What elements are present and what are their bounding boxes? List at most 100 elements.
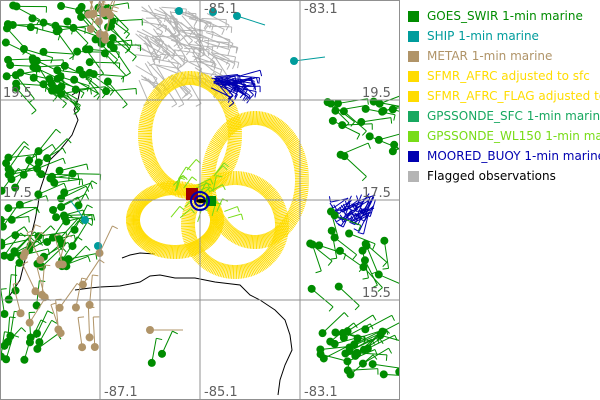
wind-barb (181, 217, 196, 221)
wind-barb (358, 266, 364, 273)
wind-barb (203, 156, 218, 162)
wind-barb (266, 191, 278, 201)
lon-label-top: -85.1 (204, 2, 238, 17)
wind-barb (146, 61, 165, 81)
legend-item-goes-swir[interactable]: GOES_SWIR 1-min marine (408, 6, 600, 26)
wind-barb (390, 117, 393, 124)
wind-barb (221, 29, 225, 35)
wind-barb (287, 140, 300, 150)
wind-barb (213, 175, 220, 189)
wind-barb (163, 79, 172, 92)
wind-barb (150, 241, 159, 255)
wind-barb (211, 137, 224, 147)
wind-barb (249, 174, 256, 188)
wind-barb (334, 209, 340, 215)
wind-barb (201, 171, 216, 175)
wind-barb (259, 111, 262, 126)
wind-barb (98, 73, 104, 78)
wind-barb (126, 224, 141, 228)
wind-barb (347, 314, 374, 332)
legend-item-sfmr-afrc-flag[interactable]: SFMR_AFRC_FLAG adjusted to sfc (408, 86, 600, 106)
wind-barb (356, 352, 387, 356)
wind-barb (267, 248, 279, 258)
wind-barb (131, 230, 145, 239)
wind-barb (99, 225, 113, 254)
wind-barb (259, 70, 263, 77)
wind-barb (274, 232, 289, 236)
wind-barb (107, 26, 132, 48)
wind-barb (380, 334, 400, 342)
wind-barb (126, 215, 141, 219)
wind-barb (200, 73, 206, 88)
legend-item-gpssonde-sfc[interactable]: GPSSONDE_SFC 1-min marine (408, 106, 600, 126)
wind-barb (154, 87, 165, 99)
wind-barb (337, 217, 344, 221)
wind-barb (212, 135, 225, 146)
wind-barb (285, 135, 298, 146)
legend-label: SHIP 1-min marine (427, 29, 539, 43)
legend-item-gpssonde-wl150[interactable]: GPSSONDE_WL150 1-min marine (408, 126, 600, 146)
wind-barb (239, 171, 243, 186)
wind-barb (274, 119, 282, 133)
legend-item-flagged[interactable]: Flagged observations (408, 166, 600, 186)
wind-barb (151, 338, 157, 363)
wind-barb (255, 77, 259, 84)
wind-barb (270, 241, 285, 249)
wind-barb (84, 27, 86, 34)
wind-barb (170, 75, 177, 89)
observation-point (8, 20, 17, 29)
wind-barb (134, 233, 147, 243)
wind-barb (250, 261, 257, 275)
wind-barb (184, 47, 210, 51)
wind-barb (66, 234, 73, 238)
wind-barb (224, 107, 238, 115)
observation-point (2, 159, 11, 168)
wind-barb (213, 261, 220, 275)
legend-item-moored-buoy[interactable]: MOORED_BUOY 1-min marine (408, 146, 600, 166)
wind-barb (36, 19, 41, 26)
observation-point (388, 147, 397, 156)
wind-barb (201, 73, 207, 88)
observation-point (2, 72, 11, 81)
wind-barb (228, 227, 236, 241)
wind-barb (279, 126, 290, 138)
legend-item-metar[interactable]: METAR 1-min marine (408, 46, 600, 66)
wind-barb (179, 205, 185, 211)
wind-barb (273, 211, 288, 216)
wind-barb (278, 123, 288, 136)
legend-item-ship[interactable]: SHIP 1-min marine (408, 26, 600, 46)
observation-point (6, 61, 15, 70)
wind-barb (269, 244, 282, 253)
wind-barb (26, 230, 33, 234)
wind-barb (107, 0, 114, 12)
observation-map[interactable]: -85.1 -83.1 -87.1 -85.1 -83.1 19.5 17.5 … (0, 0, 400, 400)
wind-barb (90, 88, 92, 95)
wind-barb (130, 230, 144, 238)
wind-barb (196, 238, 207, 251)
observation-point (395, 367, 400, 376)
wind-barb (221, 162, 234, 172)
wind-barb (242, 264, 246, 279)
wind-barb (81, 277, 88, 280)
wind-barb (143, 157, 157, 166)
observation-point (12, 83, 21, 92)
wind-barb (270, 242, 284, 250)
observation-point (85, 68, 94, 77)
wind-barb (364, 195, 375, 212)
legend-item-sfmr-afrc[interactable]: SFMR_AFRC adjusted to sfc (408, 66, 600, 86)
wind-barb (251, 234, 254, 249)
wind-barb (265, 113, 271, 128)
wind-barb (159, 182, 165, 197)
wind-barb (376, 337, 380, 344)
wind-barb (246, 234, 250, 249)
wind-barb (8, 274, 12, 300)
wind-barb (221, 125, 231, 137)
wind-barb (204, 154, 218, 161)
wind-barb (315, 270, 322, 274)
wind-barb (147, 163, 160, 174)
wind-barb (274, 216, 289, 220)
observation-point (16, 309, 25, 318)
wind-barb (216, 90, 228, 101)
wind-barb (260, 255, 270, 267)
wind-barb (202, 74, 208, 89)
